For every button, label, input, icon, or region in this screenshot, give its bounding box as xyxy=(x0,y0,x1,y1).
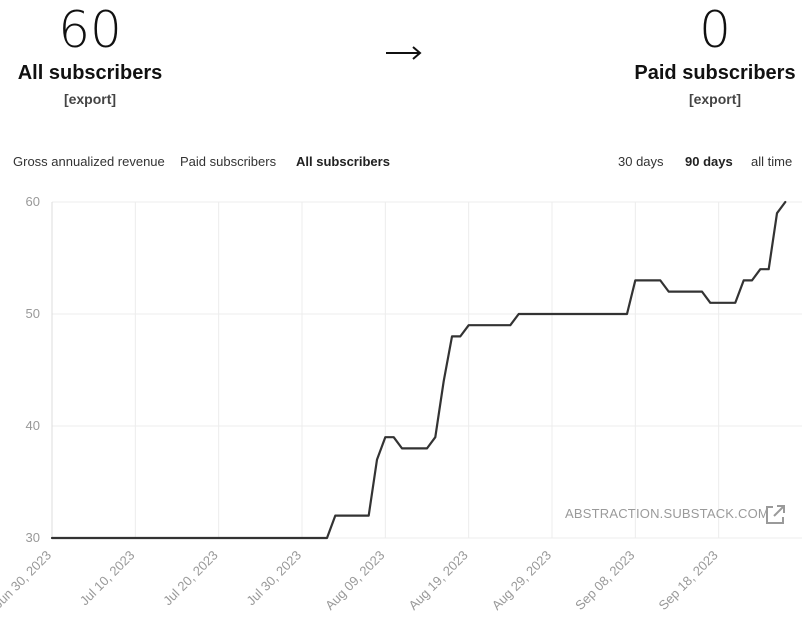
watermark-text: ABSTRACTION.SUBSTACK.COM xyxy=(565,506,769,521)
external-link-icon[interactable] xyxy=(763,503,787,527)
paid-subscribers-label: Paid subscribers xyxy=(634,62,796,84)
right-arrow-icon xyxy=(386,46,422,60)
x-tick-label: Sep 08, 2023 xyxy=(572,548,637,613)
y-tick-label: 30 xyxy=(26,530,40,545)
all-subscribers-count: 60 xyxy=(58,1,122,59)
export-paid-subscribers-link[interactable]: [export] xyxy=(688,91,742,107)
x-tick-label: Aug 29, 2023 xyxy=(489,548,554,613)
series-line xyxy=(50,200,787,540)
x-tick-label: Jul 20, 2023 xyxy=(160,548,221,609)
tab-all-subscribers[interactable]: All subscribers xyxy=(296,154,390,169)
export-all-subscribers-link[interactable]: [export] xyxy=(63,91,117,107)
y-tick-label: 60 xyxy=(26,194,40,209)
tab-30-days[interactable]: 30 days xyxy=(618,154,664,169)
tab-all-time[interactable]: all time xyxy=(751,154,793,169)
tab-90-days[interactable]: 90 days xyxy=(685,154,733,169)
y-tick-label: 40 xyxy=(26,418,40,433)
x-tick-label: Aug 09, 2023 xyxy=(322,548,387,613)
x-tick-label: Jul 10, 2023 xyxy=(77,548,138,609)
x-tick-label: Sep 18, 2023 xyxy=(655,548,720,613)
x-tick-label: Aug 19, 2023 xyxy=(405,548,470,613)
tab-paid-subscribers[interactable]: Paid subscribers xyxy=(180,154,277,169)
y-tick-label: 50 xyxy=(26,306,40,321)
x-tick-label: Jun 30, 2023 xyxy=(0,548,54,612)
paid-subscribers-count: 0 xyxy=(699,1,731,59)
x-tick-label: Jul 30, 2023 xyxy=(243,548,304,609)
tab-gross-annualized-revenue[interactable]: Gross annualized revenue xyxy=(13,154,165,169)
all-subscribers-label: All subscribers xyxy=(17,62,163,84)
